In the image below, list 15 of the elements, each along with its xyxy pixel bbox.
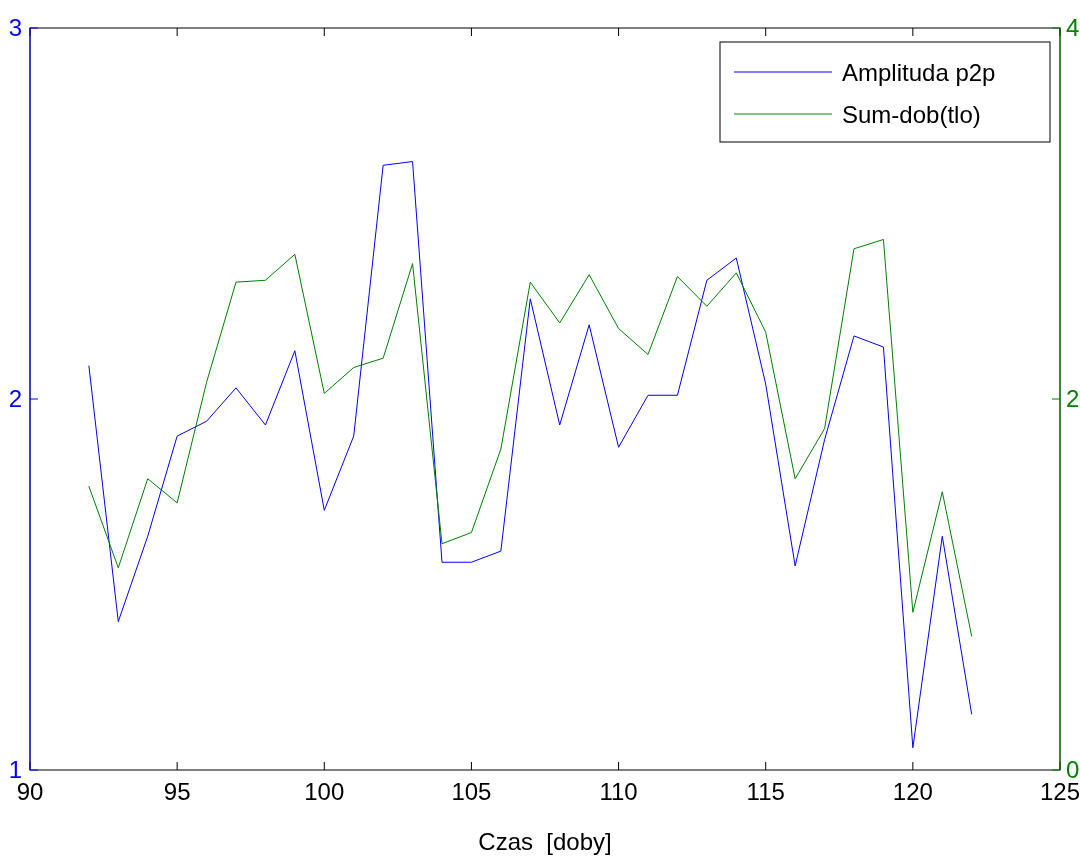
x-tick-label: 100 (304, 778, 345, 805)
x-tick-label: 110 (599, 778, 638, 805)
line-series (88, 238, 973, 637)
y2-tick-label: 4 (1066, 14, 1080, 41)
x-axis-title: Czas [doby] (478, 828, 612, 855)
legend-label: Amplituda p2p (842, 59, 996, 86)
legend-label: Sum-dob(tlo) (842, 101, 981, 128)
x-tick-label: 115 (746, 778, 785, 805)
x-tick-label: 105 (451, 778, 492, 805)
x-tick-label: 120 (892, 778, 933, 805)
y-tick-label: 2 (8, 385, 22, 412)
y2-tick-label: 2 (1066, 385, 1080, 412)
y-tick-label: 3 (8, 14, 22, 41)
x-tick-label: 95 (163, 778, 191, 805)
line-series (88, 161, 973, 749)
